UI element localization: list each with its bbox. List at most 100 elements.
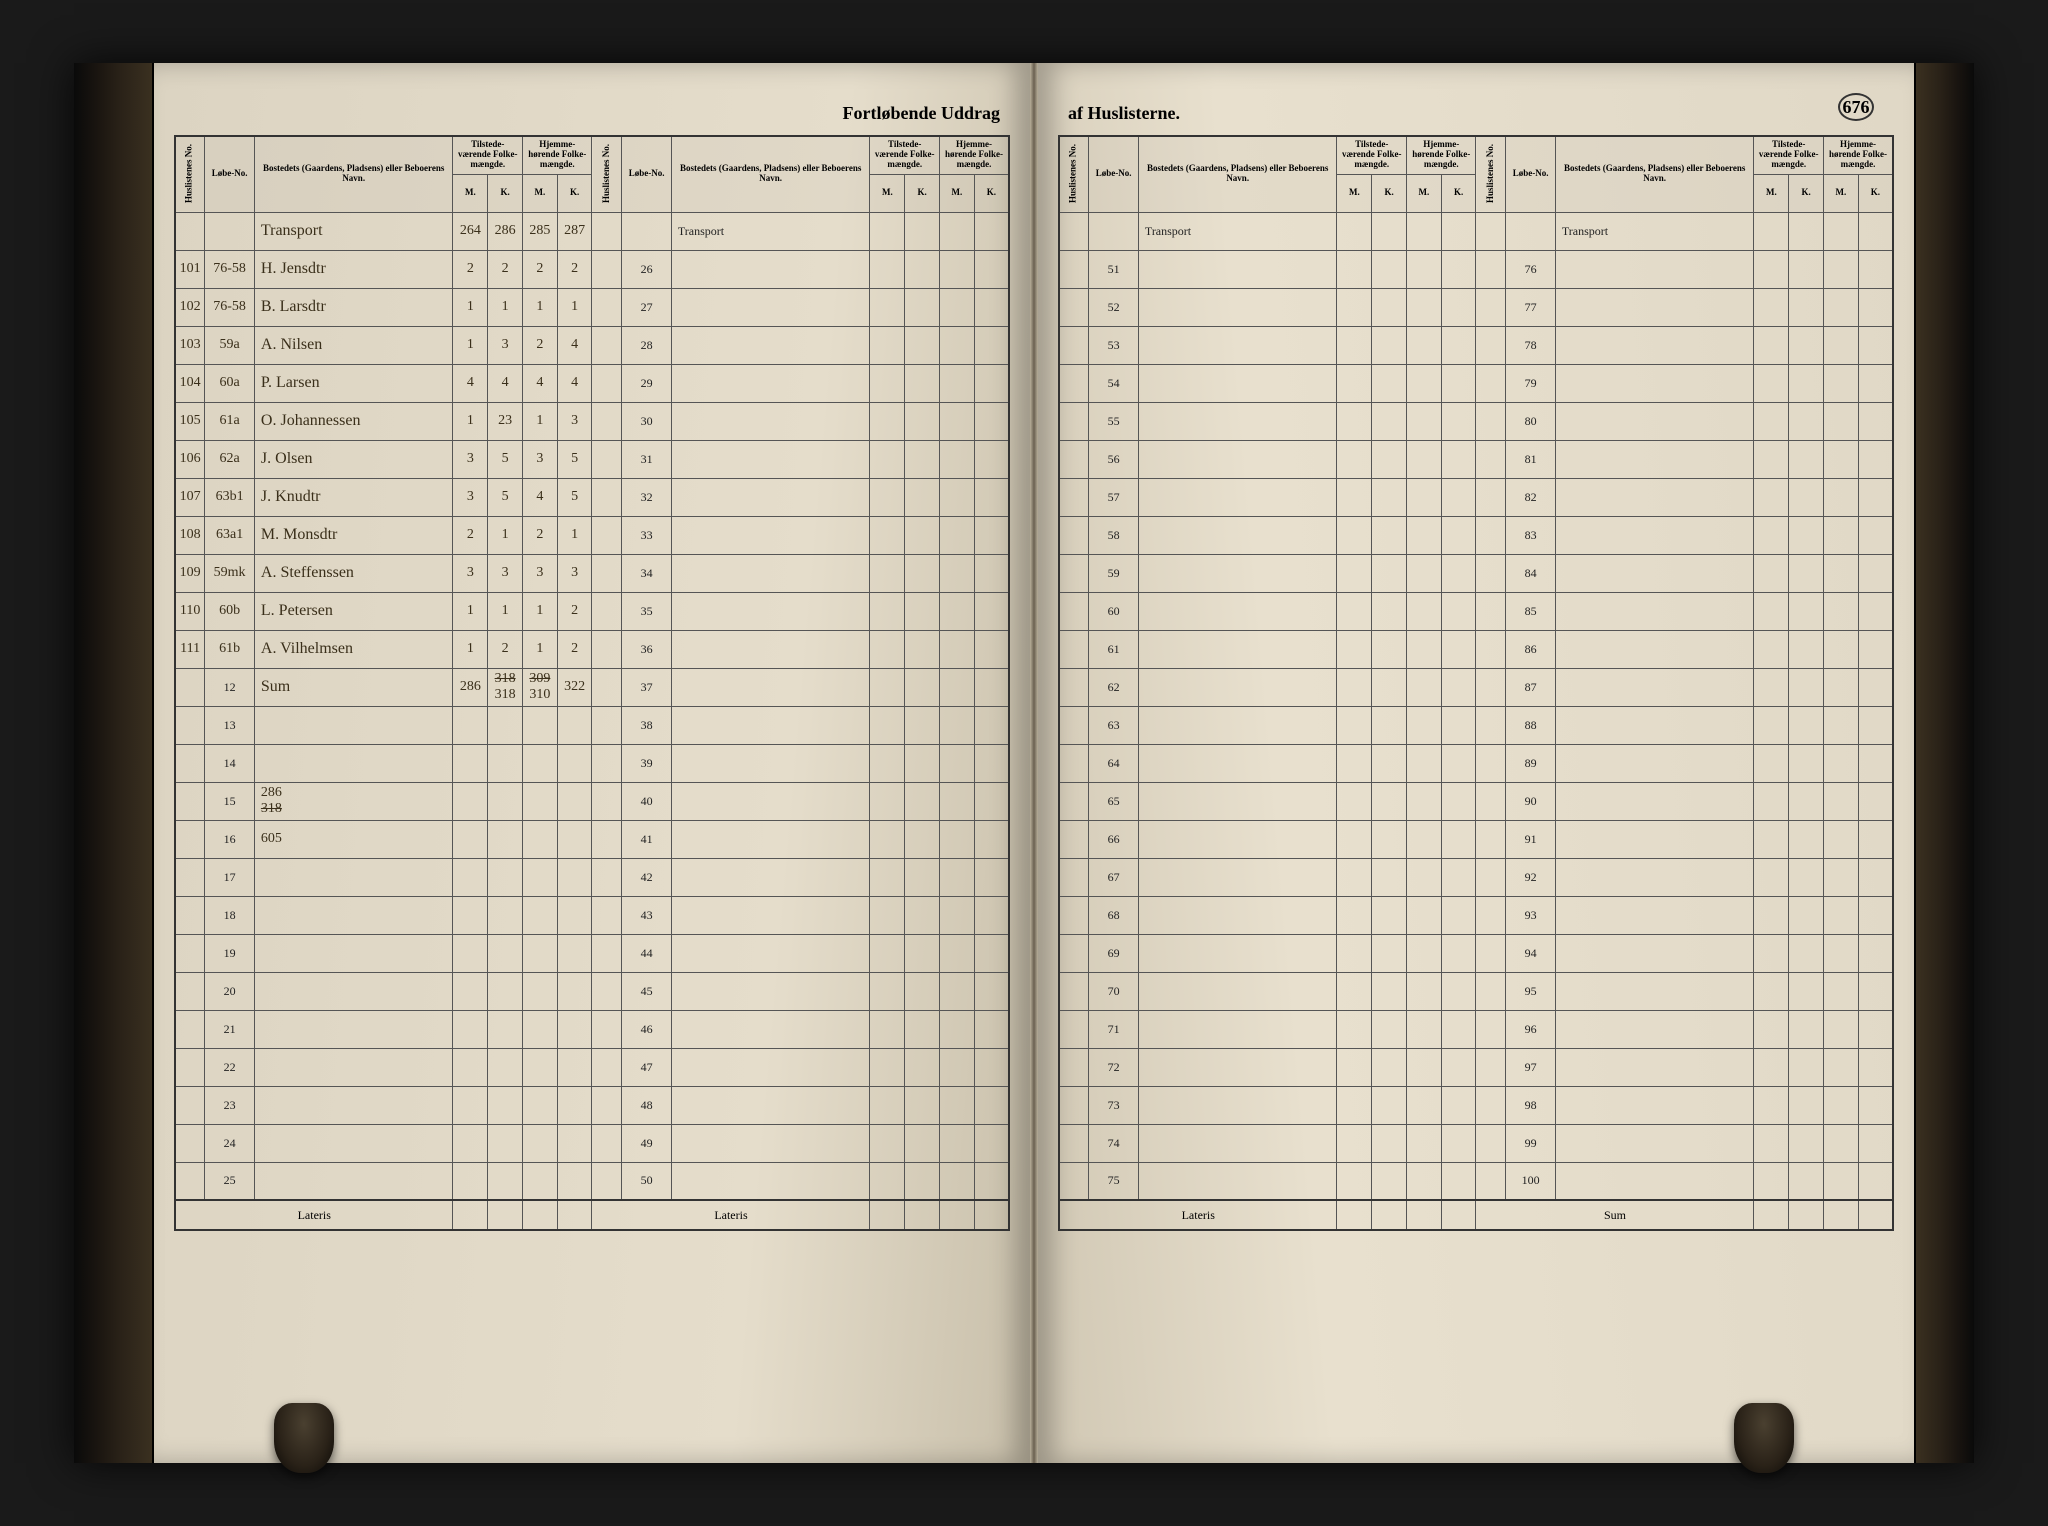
cell [1337,554,1372,592]
cell [1754,1048,1789,1086]
cell [175,1010,205,1048]
cell [671,782,870,820]
cell [592,972,622,1010]
cell: 75 [1089,1162,1139,1200]
cell: 59a [205,326,255,364]
right-ledger-table: Huslistenes No. Løbe-No. Bostedets (Gaar… [1058,135,1894,1231]
sum: Sum [1476,1200,1754,1230]
cell [1138,554,1337,592]
cell [905,554,940,592]
cell [1476,668,1506,706]
cell: 32 [622,478,672,516]
cell [1858,478,1893,516]
cell [1555,326,1754,364]
cell: 38 [622,706,672,744]
hdr-huslistenes2: Huslistenes No. [592,136,622,212]
cell [870,326,905,364]
table-row: 24 49 [175,1124,1009,1162]
cell [1754,858,1789,896]
cell [557,706,592,744]
cell [1372,782,1407,820]
cell [905,592,940,630]
cell: 605 [254,820,453,858]
cell [1789,744,1824,782]
cell [974,592,1009,630]
cell: 286 [488,212,523,250]
cell: 57 [1089,478,1139,516]
cell [1506,212,1556,250]
cell: 15 [205,782,255,820]
cell: A. Vilhelmsen [254,630,453,668]
cell [1406,820,1441,858]
cell [870,706,905,744]
cell: Transport [254,212,453,250]
cell [671,478,870,516]
cell: 46 [622,1010,672,1048]
cell [1059,1048,1089,1086]
cell [1441,212,1476,250]
cell: 49 [622,1124,672,1162]
table-row: 101 76-58 H. Jensdtr 2222 26 [175,250,1009,288]
cell [1059,364,1089,402]
table-row: 18 43 [175,896,1009,934]
book-clip-right [1734,1403,1794,1473]
lateris: Lateris [1059,1200,1337,1230]
table-row: 70 95 [1059,972,1893,1010]
cell [1337,972,1372,1010]
hdr-hjemme2: Hjemme-hørende Folke-mængde. [939,136,1009,174]
cell: 3 [557,402,592,440]
cell [974,1200,1009,1230]
cell: 40 [622,782,672,820]
cell [1476,212,1506,250]
cell [1372,1124,1407,1162]
table-row: 15 286318 40 [175,782,1009,820]
hdr-k: K. [488,174,523,212]
hdr-m: M. [522,174,557,212]
cell [1823,288,1858,326]
cell: 2 [557,630,592,668]
cell [1059,250,1089,288]
cell [592,326,622,364]
cell [1138,1162,1337,1200]
cell [1754,1124,1789,1162]
cell [1406,516,1441,554]
cell [1789,1048,1824,1086]
cell [1138,516,1337,554]
cell [1789,440,1824,478]
cell: 34 [622,554,672,592]
cell [870,1048,905,1086]
cell: 92 [1506,858,1556,896]
cell: 99 [1506,1124,1556,1162]
cell [453,820,488,858]
table-row: 19 44 [175,934,1009,972]
cell [488,972,523,1010]
cell [254,1010,453,1048]
cell [1059,440,1089,478]
cell [1476,592,1506,630]
cell: 2 [557,250,592,288]
cell: 37 [622,668,672,706]
cell: 5 [488,478,523,516]
cell [1441,782,1476,820]
cell [905,212,940,250]
cell [622,212,672,250]
cell [1138,706,1337,744]
cell: 51 [1089,250,1139,288]
cell [1789,858,1824,896]
cell [974,630,1009,668]
cell: 2 [557,592,592,630]
cell [1372,516,1407,554]
cell [1858,858,1893,896]
lateris: Lateris [175,1200,453,1230]
cell [1059,592,1089,630]
cell: 35 [622,592,672,630]
table-row: 52 77 [1059,288,1893,326]
cell: 59 [1089,554,1139,592]
table-row: 109 59mk A. Steffenssen 3333 34 [175,554,1009,592]
cell [1406,1124,1441,1162]
cell [1138,972,1337,1010]
left-ledger-table: Huslistenes No. Løbe-No. Bostedets (Gaar… [174,135,1010,1231]
cell [1858,1200,1893,1230]
cell [939,288,974,326]
cell [488,744,523,782]
